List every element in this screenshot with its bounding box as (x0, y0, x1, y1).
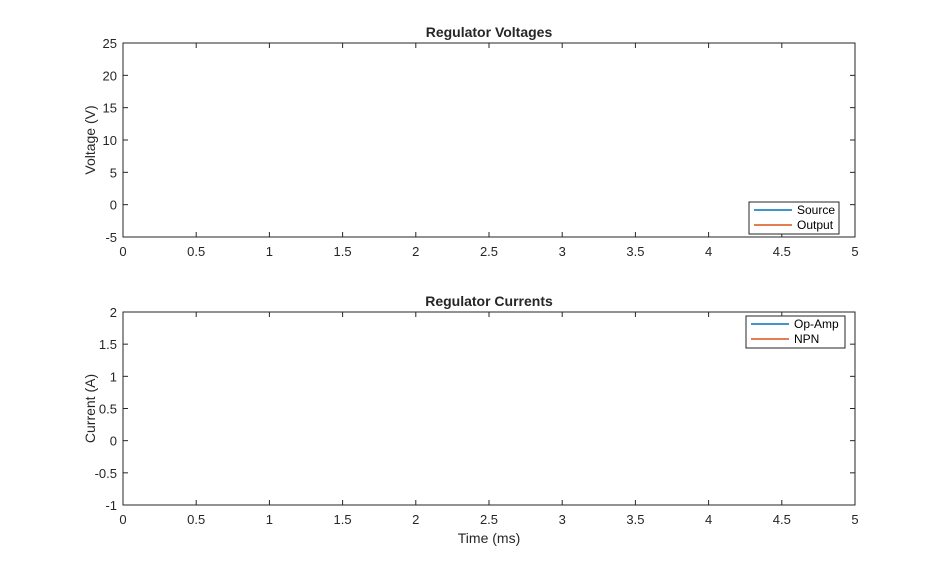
subplot-1: 0 0.5 1 1.5 2 2.5 3 3.5 4 4.5 5-50510152025Regulat… (82, 24, 859, 259)
x-tick-label: 2.5 (480, 244, 498, 259)
x-tick-label: 1 (266, 244, 273, 259)
x-tick-label: 5 (851, 244, 858, 259)
y-tick-label: -5 (105, 230, 117, 245)
y-tick-label: -0.5 (95, 466, 117, 481)
axes-box (122, 311, 856, 506)
y-tick-label: 10 (103, 133, 117, 148)
x-tick-label: 3 (559, 244, 566, 259)
y-tick-label: 0 (110, 434, 117, 449)
y-tick-label: 1 (110, 369, 117, 384)
x-tick-label: 0.5 (187, 512, 205, 527)
y-axis-label: Current (A) (82, 374, 98, 443)
legend-label: Output (797, 218, 834, 232)
legend-box (745, 315, 846, 349)
legend-label: NPN (794, 332, 819, 346)
x-tick-label: 3 (559, 512, 566, 527)
x-tick-label: 0 (119, 512, 126, 527)
legend-label: Op-Amp (794, 317, 839, 331)
y-tick-label: 2 (110, 305, 117, 320)
y-tick-label: 15 (103, 101, 117, 116)
y-axis-label: Voltage (V) (82, 105, 98, 174)
y-tick-label: 0.5 (99, 402, 117, 417)
x-tick-label: 0 (119, 244, 126, 259)
axes-box (122, 42, 856, 238)
x-tick-label: 2 (412, 244, 419, 259)
x-tick-label: 0.5 (187, 244, 205, 259)
x-tick-label: 1 (266, 512, 273, 527)
x-tick-label: 4 (705, 244, 712, 259)
x-tick-label: 2.5 (480, 512, 498, 527)
y-tick-label: -1 (105, 498, 117, 513)
x-tick-label: 3.5 (626, 244, 644, 259)
chart-title: Regulator Voltages (426, 24, 553, 40)
x-tick-label: 1.5 (334, 512, 352, 527)
x-tick-label: 4.5 (773, 244, 791, 259)
chart-title: Regulator Currents (425, 293, 553, 309)
y-tick-label: 0 (110, 198, 117, 213)
x-axis-label: Time (ms) (458, 530, 520, 546)
x-tick-label: 1.5 (334, 244, 352, 259)
subplot-2: 0 0.5 1 1.5 2 2.5 3 3.5 4 4.5 5 -1 -0.5 0 0.5 1 1.5 2 Regu… (82, 293, 859, 546)
y-tick-label: 20 (103, 68, 117, 83)
legend-label: Source (797, 203, 835, 217)
y-tick-label: 1.5 (99, 337, 117, 352)
x-tick-label: 5 (851, 512, 858, 527)
x-tick-label: 4 (705, 512, 712, 527)
legend-box (748, 201, 840, 235)
x-tick-label: 2 (412, 512, 419, 527)
y-tick-label: 5 (110, 165, 117, 180)
y-tick-label: 25 (103, 36, 117, 51)
x-tick-label: 3.5 (626, 512, 644, 527)
x-tick-label: 4.5 (773, 512, 791, 527)
